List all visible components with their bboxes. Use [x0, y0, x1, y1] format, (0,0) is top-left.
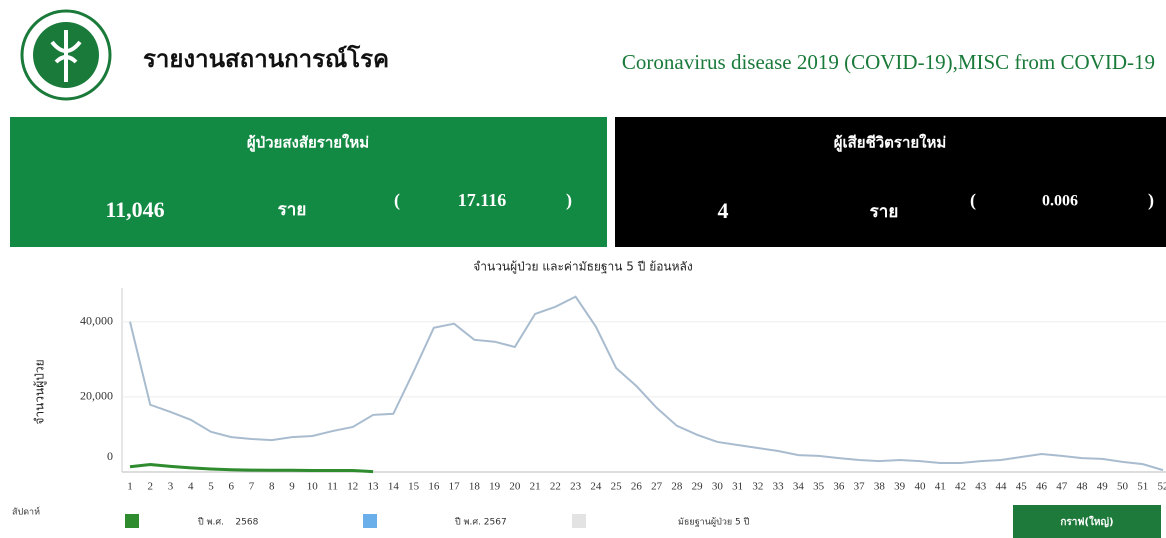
x-tick-label: 9 — [289, 481, 295, 493]
x-tick-label: 11 — [327, 481, 338, 493]
card-green — [10, 117, 607, 247]
x-tick-label: 32 — [752, 481, 763, 493]
y-tick-label: 40,000 — [80, 314, 113, 328]
series-line — [129, 295, 1164, 472]
big-chart-button[interactable] — [1013, 505, 1161, 538]
x-tick-label: 6 — [229, 481, 235, 493]
x-tick-label: 40 — [914, 481, 926, 493]
x-tick-label: 39 — [894, 481, 906, 493]
x-tick-label: 52 — [1158, 481, 1166, 493]
x-tick-label: 29 — [692, 481, 704, 493]
x-tick-label: 19 — [489, 481, 501, 493]
x-tick-label: 1 — [127, 481, 133, 493]
paren: ) — [566, 190, 572, 211]
x-tick-label: 34 — [793, 481, 805, 493]
paren: ( — [394, 190, 400, 211]
x-tick-label: 14 — [388, 481, 400, 493]
x-tick-label: 50 — [1117, 481, 1129, 493]
y-axis-label: จำนวนผู้ป่วย — [33, 359, 48, 424]
x-axis-label: สัปดาห์ — [12, 506, 40, 518]
legend-label: มัธยฐานผู้ป่วย 5 ปี — [678, 517, 750, 528]
x-tick-label: 13 — [368, 481, 380, 493]
x-tick-label: 51 — [1137, 481, 1148, 493]
x-tick-label: 2 — [148, 481, 154, 493]
x-tick-label: 36 — [833, 481, 845, 493]
legend-swatch — [572, 514, 586, 528]
x-tick-label: 33 — [773, 481, 785, 493]
x-tick-label: 7 — [249, 481, 255, 493]
x-tick-label: 45 — [1016, 481, 1028, 493]
card-unit: ราย — [870, 202, 899, 222]
card-count: 11,046 — [105, 197, 164, 222]
x-tick-label: 24 — [590, 481, 602, 493]
legend-swatch — [125, 514, 139, 528]
x-tick-label: 41 — [935, 481, 946, 493]
paren: ) — [1148, 190, 1154, 211]
x-tick-label: 47 — [1056, 481, 1068, 493]
x-tick-label: 3 — [168, 481, 174, 493]
legend-label: ปี พ.ศ. 2568 — [198, 517, 259, 528]
x-tick-label: 26 — [631, 481, 643, 493]
card-title: ผู้เสียชีวิตรายใหม่ — [834, 134, 947, 153]
x-tick-label: 17 — [449, 481, 461, 493]
x-tick-label: 30 — [712, 481, 724, 493]
x-tick-label: 37 — [854, 481, 866, 493]
x-tick-label: 31 — [732, 481, 743, 493]
x-tick-label: 35 — [813, 481, 825, 493]
card-unit: ราย — [278, 200, 307, 220]
x-tick-label: 16 — [428, 481, 440, 493]
x-tick-label: 10 — [307, 481, 319, 493]
x-tick-label: 25 — [611, 481, 623, 493]
x-tick-label: 48 — [1076, 481, 1088, 493]
y-tick-label: 20,000 — [80, 389, 113, 403]
series-line — [129, 462, 374, 474]
card-count: 4 — [718, 198, 729, 223]
y-tick-label: 0 — [107, 449, 113, 463]
x-tick-label: 15 — [408, 481, 420, 493]
x-tick-label: 18 — [469, 481, 481, 493]
chart-title: จำนวนผู้ป่วย และค่ามัธยฐาน 5 ปี ย้อนหลัง — [473, 260, 693, 275]
x-tick-label: 23 — [570, 481, 582, 493]
x-tick-label: 38 — [874, 481, 886, 493]
x-tick-label: 20 — [509, 481, 521, 493]
x-tick-label: 28 — [671, 481, 683, 493]
logo-emblem — [50, 30, 82, 82]
x-tick-label: 49 — [1097, 481, 1109, 493]
button-label[interactable]: กราฟ(ใหญ่) — [1060, 515, 1113, 528]
card-rate: 17.116 — [458, 190, 507, 210]
x-tick-label: 8 — [269, 481, 275, 493]
x-tick-label: 21 — [530, 481, 541, 493]
legend-swatch — [363, 514, 377, 528]
disease-name: Coronavirus disease 2019 (COVID-19),MISC… — [622, 50, 1155, 74]
x-tick-label: 42 — [955, 481, 966, 493]
card-title: ผู้ป่วยสงสัยรายใหม่ — [247, 134, 369, 153]
x-tick-label: 5 — [208, 481, 214, 493]
x-tick-label: 44 — [995, 481, 1007, 493]
x-tick-label: 46 — [1036, 481, 1048, 493]
x-tick-label: 12 — [347, 481, 358, 493]
paren: ( — [970, 190, 976, 211]
x-tick-label: 43 — [975, 481, 987, 493]
x-tick-label: 4 — [188, 481, 194, 493]
legend-label: ปี พ.ศ. 2567 — [455, 517, 507, 528]
card-rate: 0.006 — [1042, 193, 1078, 210]
page-title: รายงานสถานการณ์โรค — [143, 44, 389, 73]
card-black — [615, 117, 1166, 247]
x-tick-label: 22 — [550, 481, 561, 493]
x-tick-label: 27 — [651, 481, 663, 493]
